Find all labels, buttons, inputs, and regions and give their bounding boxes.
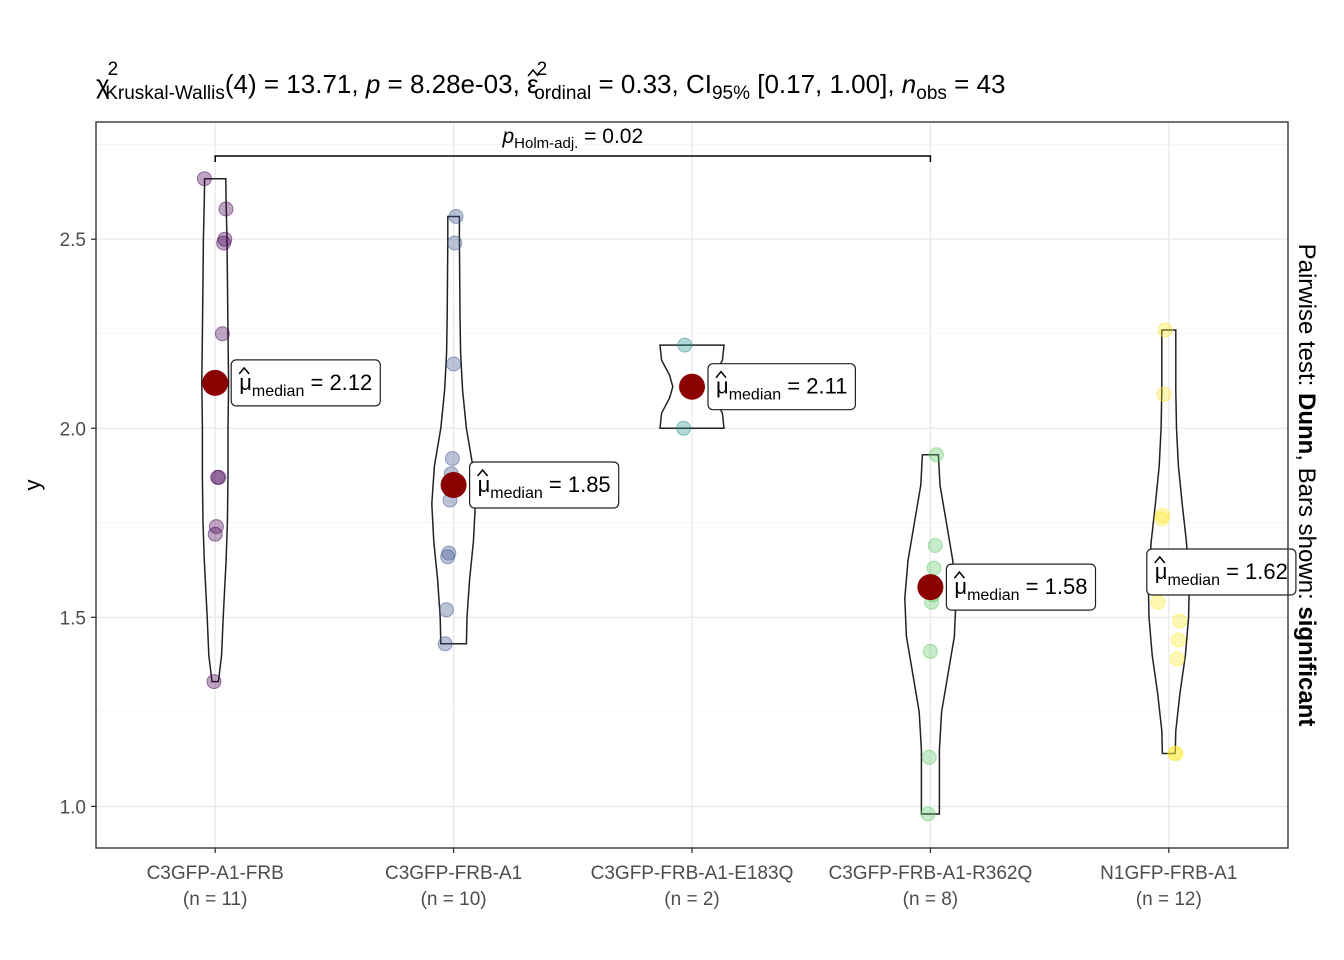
- x-tick-count: (n = 12): [1136, 889, 1202, 910]
- y-axis-label: y: [20, 480, 45, 491]
- data-point: [196, 171, 212, 187]
- data-point: [446, 356, 462, 372]
- x-tick-label: C3GFP-A1-FRB: [147, 863, 284, 884]
- data-point: [447, 235, 463, 251]
- x-tick-count: (n = 8): [903, 889, 958, 910]
- median-dot: [202, 369, 229, 396]
- svg-text:μmedian = 2.11: μmedian = 2.11: [716, 374, 847, 404]
- caption: Pairwise test: Dunn, Bars shown: signifi…: [1293, 244, 1320, 727]
- data-point: [207, 526, 223, 542]
- data-point: [1170, 632, 1186, 648]
- data-point: [677, 337, 693, 353]
- x-axis: C3GFP-A1-FRB (n = 11) C3GFP-FRB-A1 (n = 10)…: [147, 848, 1237, 910]
- median-dot: [440, 472, 467, 498]
- median-markers: μmedian = 2.12 μmedian = 1.85 μmedian = 2.…: [202, 359, 1297, 611]
- hat-mark: [527, 68, 539, 77]
- violin-N1GFP-FRB-A1: [1147, 329, 1191, 755]
- svg-text:μmedian = 1.58: μmedian = 1.58: [954, 574, 1087, 604]
- median-label-N1GFP-FRB-A1: μmedian = 1.62: [1146, 548, 1297, 596]
- data-point: [214, 326, 230, 342]
- data-point: [1156, 386, 1172, 402]
- y-tick-label: 2.5: [60, 230, 86, 251]
- median-label-C3GFP-A1-FRB: μmedian = 2.12: [230, 359, 381, 407]
- data-point: [440, 549, 456, 565]
- median-label-C3GFP-FRB-A1: μmedian = 1.85: [469, 461, 620, 509]
- pairwise-label: pHolm-adj. = 0.02: [501, 125, 643, 152]
- data-point: [438, 602, 454, 618]
- svg-text:μmedian = 2.12: μmedian = 2.12: [239, 370, 372, 400]
- data-point: [928, 447, 944, 463]
- chart-title: χ2 Kruskal-Wallis(4) = 13.71, p = 8.28e-0…: [96, 59, 1005, 104]
- median-label-C3GFP-FRB-A1-R362Q: μmedian = 1.58: [945, 563, 1097, 611]
- data-point: [206, 674, 222, 690]
- pairwise-brackets: pHolm-adj. = 0.02: [214, 125, 932, 162]
- data-point: [444, 451, 460, 466]
- data-point: [218, 201, 234, 217]
- violin-C3GFP-A1-FRB: [201, 177, 230, 683]
- svg-text:μmedian = 1.62: μmedian = 1.62: [1155, 559, 1288, 589]
- data-point: [927, 538, 943, 553]
- data-point: [216, 235, 232, 251]
- data-point: [208, 519, 224, 535]
- data-point: [926, 560, 942, 576]
- x-tick-label: C3GFP-FRB-A1-E183Q: [591, 863, 794, 884]
- pairwise-bracket: [214, 155, 932, 162]
- median-dot: [679, 373, 705, 400]
- y-tick-label: 1.0: [60, 797, 86, 818]
- x-tick-count: (n = 2): [664, 889, 719, 910]
- data-point: [1157, 322, 1173, 338]
- y-axis: 1.0 1.5 2.0 2.5: [60, 230, 96, 818]
- data-point: [920, 806, 936, 822]
- data-point: [448, 209, 464, 224]
- svg-text:Pairwise test: Dunn, Bars show: Pairwise test: Dunn, Bars shown: signifi…: [1293, 244, 1320, 727]
- data-point: [1167, 746, 1183, 761]
- data-point: [437, 636, 453, 652]
- svg-text:μmedian = 1.85: μmedian = 1.85: [478, 472, 611, 502]
- x-tick-count: (n = 11): [183, 889, 248, 910]
- y-tick-label: 2.0: [60, 419, 86, 440]
- data-point: [1169, 651, 1185, 667]
- data-point: [921, 749, 937, 765]
- median-dot: [917, 574, 944, 601]
- y-tick-label: 1.5: [60, 608, 86, 629]
- data-point: [922, 643, 938, 659]
- data-point: [210, 469, 226, 485]
- median-label-C3GFP-FRB-A1-E183Q: μmedian = 2.11: [707, 363, 856, 411]
- data-point: [1150, 594, 1166, 610]
- data-point: [676, 420, 692, 436]
- violin-C3GFP-FRB-A1-R362Q: [904, 453, 957, 815]
- x-tick-label: C3GFP-FRB-A1: [385, 863, 522, 884]
- x-tick-label: C3GFP-FRB-A1-R362Q: [829, 863, 1033, 884]
- x-tick-label: N1GFP-FRB-A1: [1100, 863, 1237, 884]
- x-tick-count: (n = 10): [421, 889, 487, 910]
- data-point: [1172, 613, 1188, 629]
- data-point: [1154, 511, 1170, 527]
